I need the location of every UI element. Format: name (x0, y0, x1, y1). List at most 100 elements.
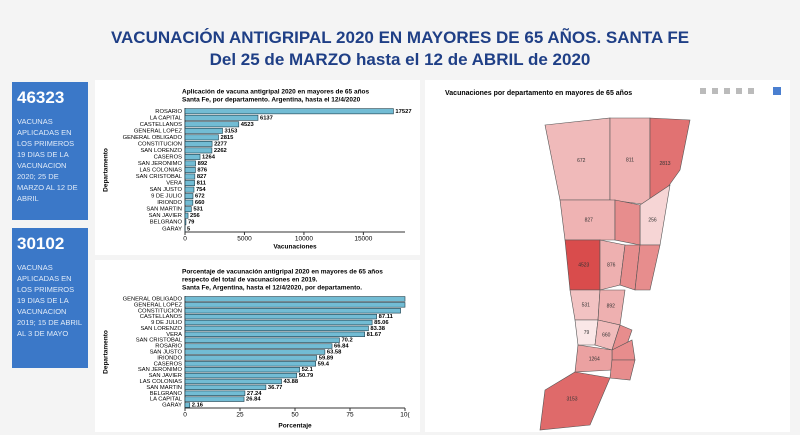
data-label: 256 (190, 213, 200, 219)
region (609, 359, 636, 381)
data-label: 6137 (260, 115, 273, 121)
bar (184, 134, 219, 141)
y-tick-label: GENERAL OBLIGADO (123, 135, 183, 141)
bar (184, 160, 196, 167)
y-tick-label: BELGRANO (150, 391, 183, 397)
y-tick-label: CASEROS (154, 361, 182, 367)
region-label: 672 (577, 158, 586, 164)
x-tick-label: 10( (400, 412, 410, 419)
bar (184, 361, 316, 367)
data-label: 1264 (202, 154, 216, 160)
y-tick-label: 9 DE JULIO (151, 194, 182, 200)
y-tick-label: SAN CRISTOBAL (136, 338, 183, 344)
x-axis-label: Vacunaciones (273, 244, 317, 251)
y-tick-label: CONSTITUCION (138, 141, 182, 147)
data-label: 660 (195, 200, 205, 206)
data-label: 876 (197, 168, 207, 174)
data-label: 81.67 (367, 332, 382, 338)
bar (184, 378, 282, 385)
bar (184, 367, 300, 373)
bar (184, 186, 195, 193)
region-label: 79 (584, 330, 590, 336)
kpi-value: 30102 (17, 234, 65, 253)
x-tick-label: 25 (236, 412, 244, 419)
data-label: 27.24 (247, 391, 262, 397)
y-tick-label: LA CAPITAL (150, 115, 183, 121)
x-tick-label: 0 (183, 412, 187, 419)
y-tick-label: GARAY (162, 403, 182, 409)
data-label: 52.1 (302, 367, 314, 373)
y-tick-label: SAN MARTIN (146, 207, 182, 213)
region-label: 3153 (566, 396, 577, 402)
bar (184, 296, 406, 302)
chart-title: Santa Fe, Argentina, hasta el 12/4/2020,… (182, 285, 362, 292)
bar (184, 167, 196, 173)
y-tick-label: GARAY (162, 226, 182, 232)
data-label: 70.2 (341, 338, 352, 344)
bar (184, 173, 196, 180)
region-label: 827 (585, 217, 594, 223)
data-label: 83.38 (370, 326, 385, 332)
y-axis-label: Departamento (103, 330, 110, 374)
kpi-card: 30102 VACUNAS APLICADAS EN LOS PRIMEROS … (12, 228, 88, 368)
y-tick-label: GENERAL LOPEZ (134, 128, 183, 134)
data-label: 531 (193, 207, 203, 213)
y-tick-label: SAN CRISTOBAL (136, 174, 183, 180)
y-tick-label: CASTELLANOS (140, 122, 182, 128)
bar (184, 108, 394, 115)
bar (184, 390, 246, 396)
y-tick-label: ROSARIO (155, 109, 182, 115)
data-label: 26.84 (246, 397, 261, 403)
bar (184, 180, 195, 186)
data-label: 85.06 (374, 320, 389, 326)
chart-title: respecto del total de vacunaciones en 20… (182, 277, 318, 284)
data-label: 2.16 (192, 403, 204, 409)
x-tick-label: 10000 (295, 236, 313, 243)
bar (184, 319, 373, 326)
region (539, 371, 611, 431)
data-label: 5 (187, 226, 191, 232)
region-label: 256 (648, 217, 657, 223)
data-label: 50.79 (299, 373, 314, 379)
map-toolbar (700, 87, 781, 95)
y-tick-label: SAN JAVIER (149, 373, 182, 379)
kpi-text: VACUNAS APLICADAS EN LOS PRIMEROS 19 DIA… (17, 263, 82, 338)
bar (184, 337, 340, 343)
bar (184, 302, 406, 308)
region (614, 199, 641, 246)
x-tick-label: 50 (291, 412, 299, 419)
bar (184, 331, 365, 337)
bar (184, 212, 189, 219)
bar (184, 219, 187, 226)
x-axis-label: Porcentaje (278, 423, 312, 430)
header-subtitle: Del 25 de MARZO hasta el 12 de ABRIL de … (209, 50, 591, 69)
x-tick-label: 15000 (354, 236, 372, 243)
data-label: 43.88 (284, 379, 299, 385)
y-tick-label: CONSTITUCION (138, 308, 182, 314)
bar (184, 154, 201, 160)
x-tick-label: 5000 (237, 236, 252, 243)
y-tick-label: SAN MARTIN (146, 385, 182, 391)
region-label: 811 (626, 158, 634, 164)
data-label: 3153 (224, 128, 238, 134)
y-tick-label: LAS COLONIAS (139, 168, 182, 174)
data-label: 672 (195, 194, 205, 200)
x-tick-label: 0 (183, 236, 187, 243)
region (634, 244, 661, 291)
bar (184, 343, 333, 349)
region-label: 1264 (589, 357, 600, 363)
region-label: 876 (607, 262, 616, 268)
bar (184, 121, 240, 128)
data-label: 17527 (395, 109, 411, 115)
y-tick-label: IRIONDO (157, 355, 182, 361)
data-label: 87.11 (379, 314, 394, 320)
data-label: 892 (198, 161, 208, 167)
data-label: 2277 (214, 141, 227, 147)
region-label: 892 (607, 304, 616, 310)
kpi-value: 46323 (17, 88, 65, 107)
region-label: 2813 (659, 161, 670, 167)
data-label: 827 (197, 174, 207, 180)
data-label: 2815 (220, 135, 234, 141)
